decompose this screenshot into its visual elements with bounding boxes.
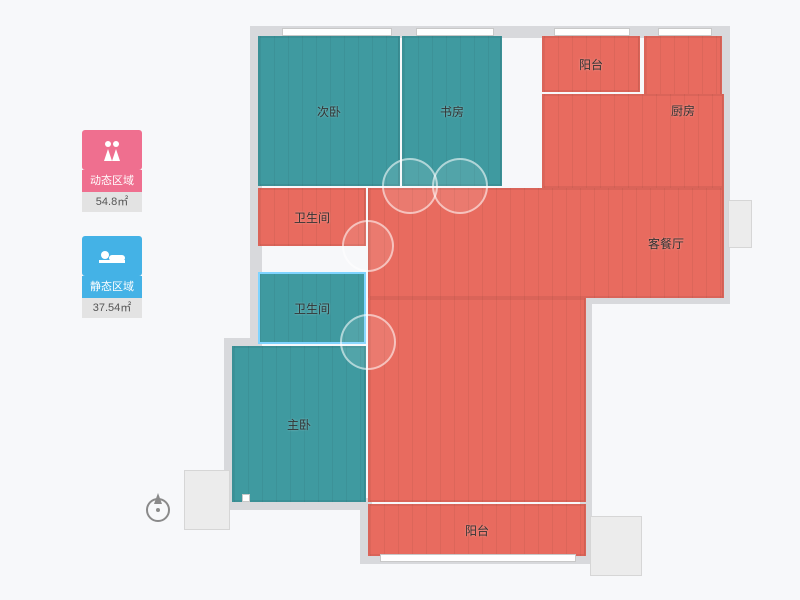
sleep-icon (82, 236, 142, 276)
compass-icon (140, 490, 176, 526)
room-label-bath2: 卫生间 (294, 300, 330, 317)
room-label-balcony_n: 阳台 (579, 56, 603, 73)
room-label-balcony_s: 阳台 (465, 522, 489, 539)
legend-dynamic-card: 动态区域 54.8㎡ (82, 130, 142, 212)
window (658, 28, 712, 36)
door-arc (340, 314, 396, 370)
room-label-living_dining: 客餐厅 (648, 235, 684, 252)
window (242, 494, 250, 502)
door-arc (382, 158, 438, 214)
people-icon (82, 130, 142, 170)
room-living_lower (368, 298, 586, 502)
window (282, 28, 392, 36)
floor-plan: 次卧书房阳台厨房客餐厅卫生间卫生间主卧阳台 (220, 8, 780, 588)
legend-static-value: 37.54㎡ (82, 298, 142, 318)
door-arc (432, 158, 488, 214)
room-balcony_n: 阳台 (542, 36, 640, 92)
legend-static-label: 静态区域 (82, 276, 142, 298)
room-label-master_bedroom: 主卧 (287, 416, 311, 433)
window (554, 28, 630, 36)
door-arc (342, 220, 394, 272)
exterior-ledge (590, 516, 642, 576)
room-label-secondary_bedroom: 次卧 (317, 103, 341, 120)
window (416, 28, 494, 36)
legend: 动态区域 54.8㎡ 静态区域 37.54㎡ (82, 130, 142, 318)
room-label-bath1: 卫生间 (294, 209, 330, 226)
exterior-ledge (728, 200, 752, 248)
room-balcony_s: 阳台 (368, 504, 586, 556)
legend-dynamic-label: 动态区域 (82, 170, 142, 192)
room-label-study: 书房 (440, 103, 464, 120)
legend-static-card: 静态区域 37.54㎡ (82, 236, 142, 318)
window (380, 554, 576, 562)
exterior-ledge (184, 470, 230, 530)
room-master_bedroom: 主卧 (232, 346, 366, 502)
room-corridor_wing (542, 94, 724, 188)
legend-dynamic-value: 54.8㎡ (82, 192, 142, 212)
room-label-kitchen: 厨房 (671, 102, 695, 119)
room-secondary_bedroom: 次卧 (258, 36, 400, 186)
